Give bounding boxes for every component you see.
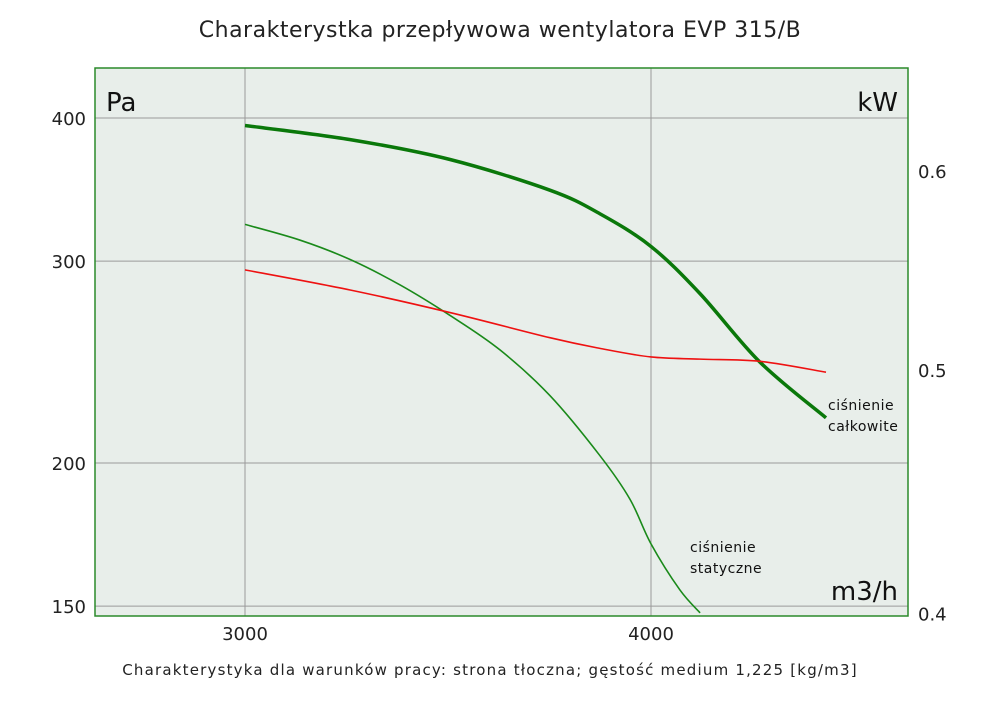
static-pressure-line [244,223,701,614]
y2-tick-label: 0.4 [918,605,947,626]
y-tick-label: 400 [52,109,86,130]
plot-area [95,68,908,616]
plot-border [94,67,909,617]
power-line [244,269,827,373]
y-tick-label: 200 [52,454,86,475]
chart-footer: Charakterystyka dla warunków pracy: stro… [122,661,858,679]
x-tick-label: 4000 [628,624,674,645]
y-tick-label: 300 [52,252,86,273]
x-axis-unit: m3/h [831,577,898,607]
static-pressure-label: statyczne [690,561,762,577]
static-pressure-label: ciśnienie [690,540,756,556]
x-tick-label: 3000 [222,624,268,645]
y-axis-unit: Pa [106,88,136,118]
total-pressure-label: ciśnienie [828,398,894,414]
chart-title: Charakterystka przepływowa wentylatora E… [198,18,802,43]
total-pressure-line [244,123,828,420]
y-tick-label: 150 [52,597,86,618]
total-pressure-label: całkowite [828,419,898,435]
y2-tick-label: 0.6 [918,162,947,183]
y2-axis-unit: kW [857,88,898,118]
y2-tick-label: 0.5 [918,361,947,382]
